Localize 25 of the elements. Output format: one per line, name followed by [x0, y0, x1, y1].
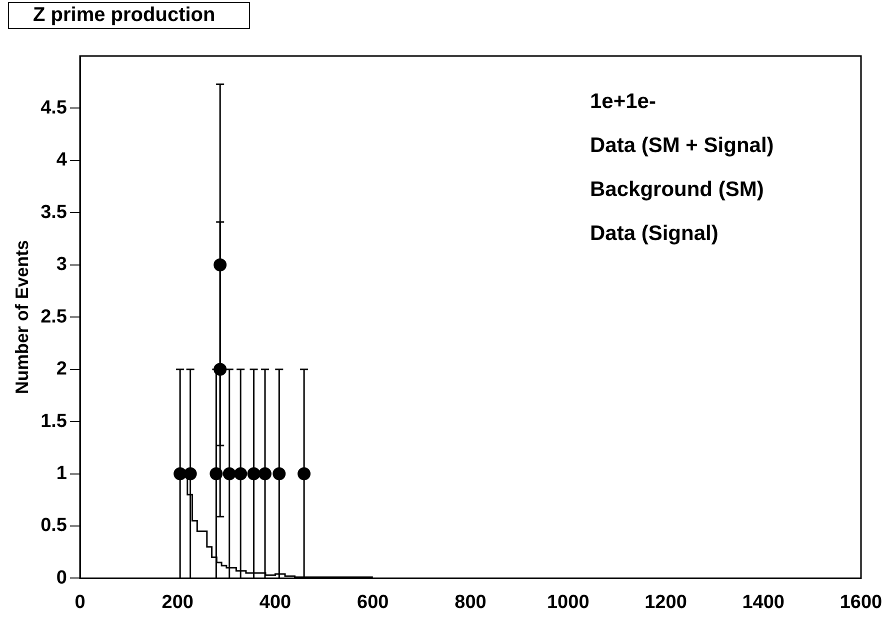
y-tick-label: 0	[56, 567, 68, 588]
y-tick-label: 4.5	[40, 97, 68, 118]
y-tick-label: 4	[56, 150, 68, 171]
y-tick-label: 1	[56, 462, 68, 484]
x-tick-label: 1000	[546, 592, 590, 613]
x-tick-label: 1600	[840, 592, 882, 613]
annotation: 1e+1e-	[590, 90, 656, 113]
x-tick-label: 200	[162, 592, 194, 613]
y-tick-label: 3	[56, 254, 68, 276]
annotation: Data (Signal)	[590, 222, 718, 245]
x-tick-label: 600	[357, 592, 389, 613]
annotation: Background (SM)	[590, 178, 764, 201]
annotation: Data (SM + Signal)	[590, 134, 774, 157]
x-tick-label: 1200	[644, 592, 687, 613]
y-tick-label: 2	[56, 358, 68, 380]
chart-title: Z prime production	[8, 2, 250, 29]
x-tick-label: 1400	[742, 592, 785, 613]
y-tick-label: 0.5	[40, 515, 68, 536]
y-axis-title: Number of Events	[12, 240, 32, 394]
y-tick-label: 3.5	[40, 202, 68, 223]
y-tick-label: 2.5	[40, 306, 68, 328]
x-tick-label: 800	[454, 592, 486, 613]
x-tick-label: 400	[259, 592, 292, 613]
x-tick-label: 0	[74, 592, 86, 613]
y-tick-label: 1.5	[40, 410, 68, 432]
